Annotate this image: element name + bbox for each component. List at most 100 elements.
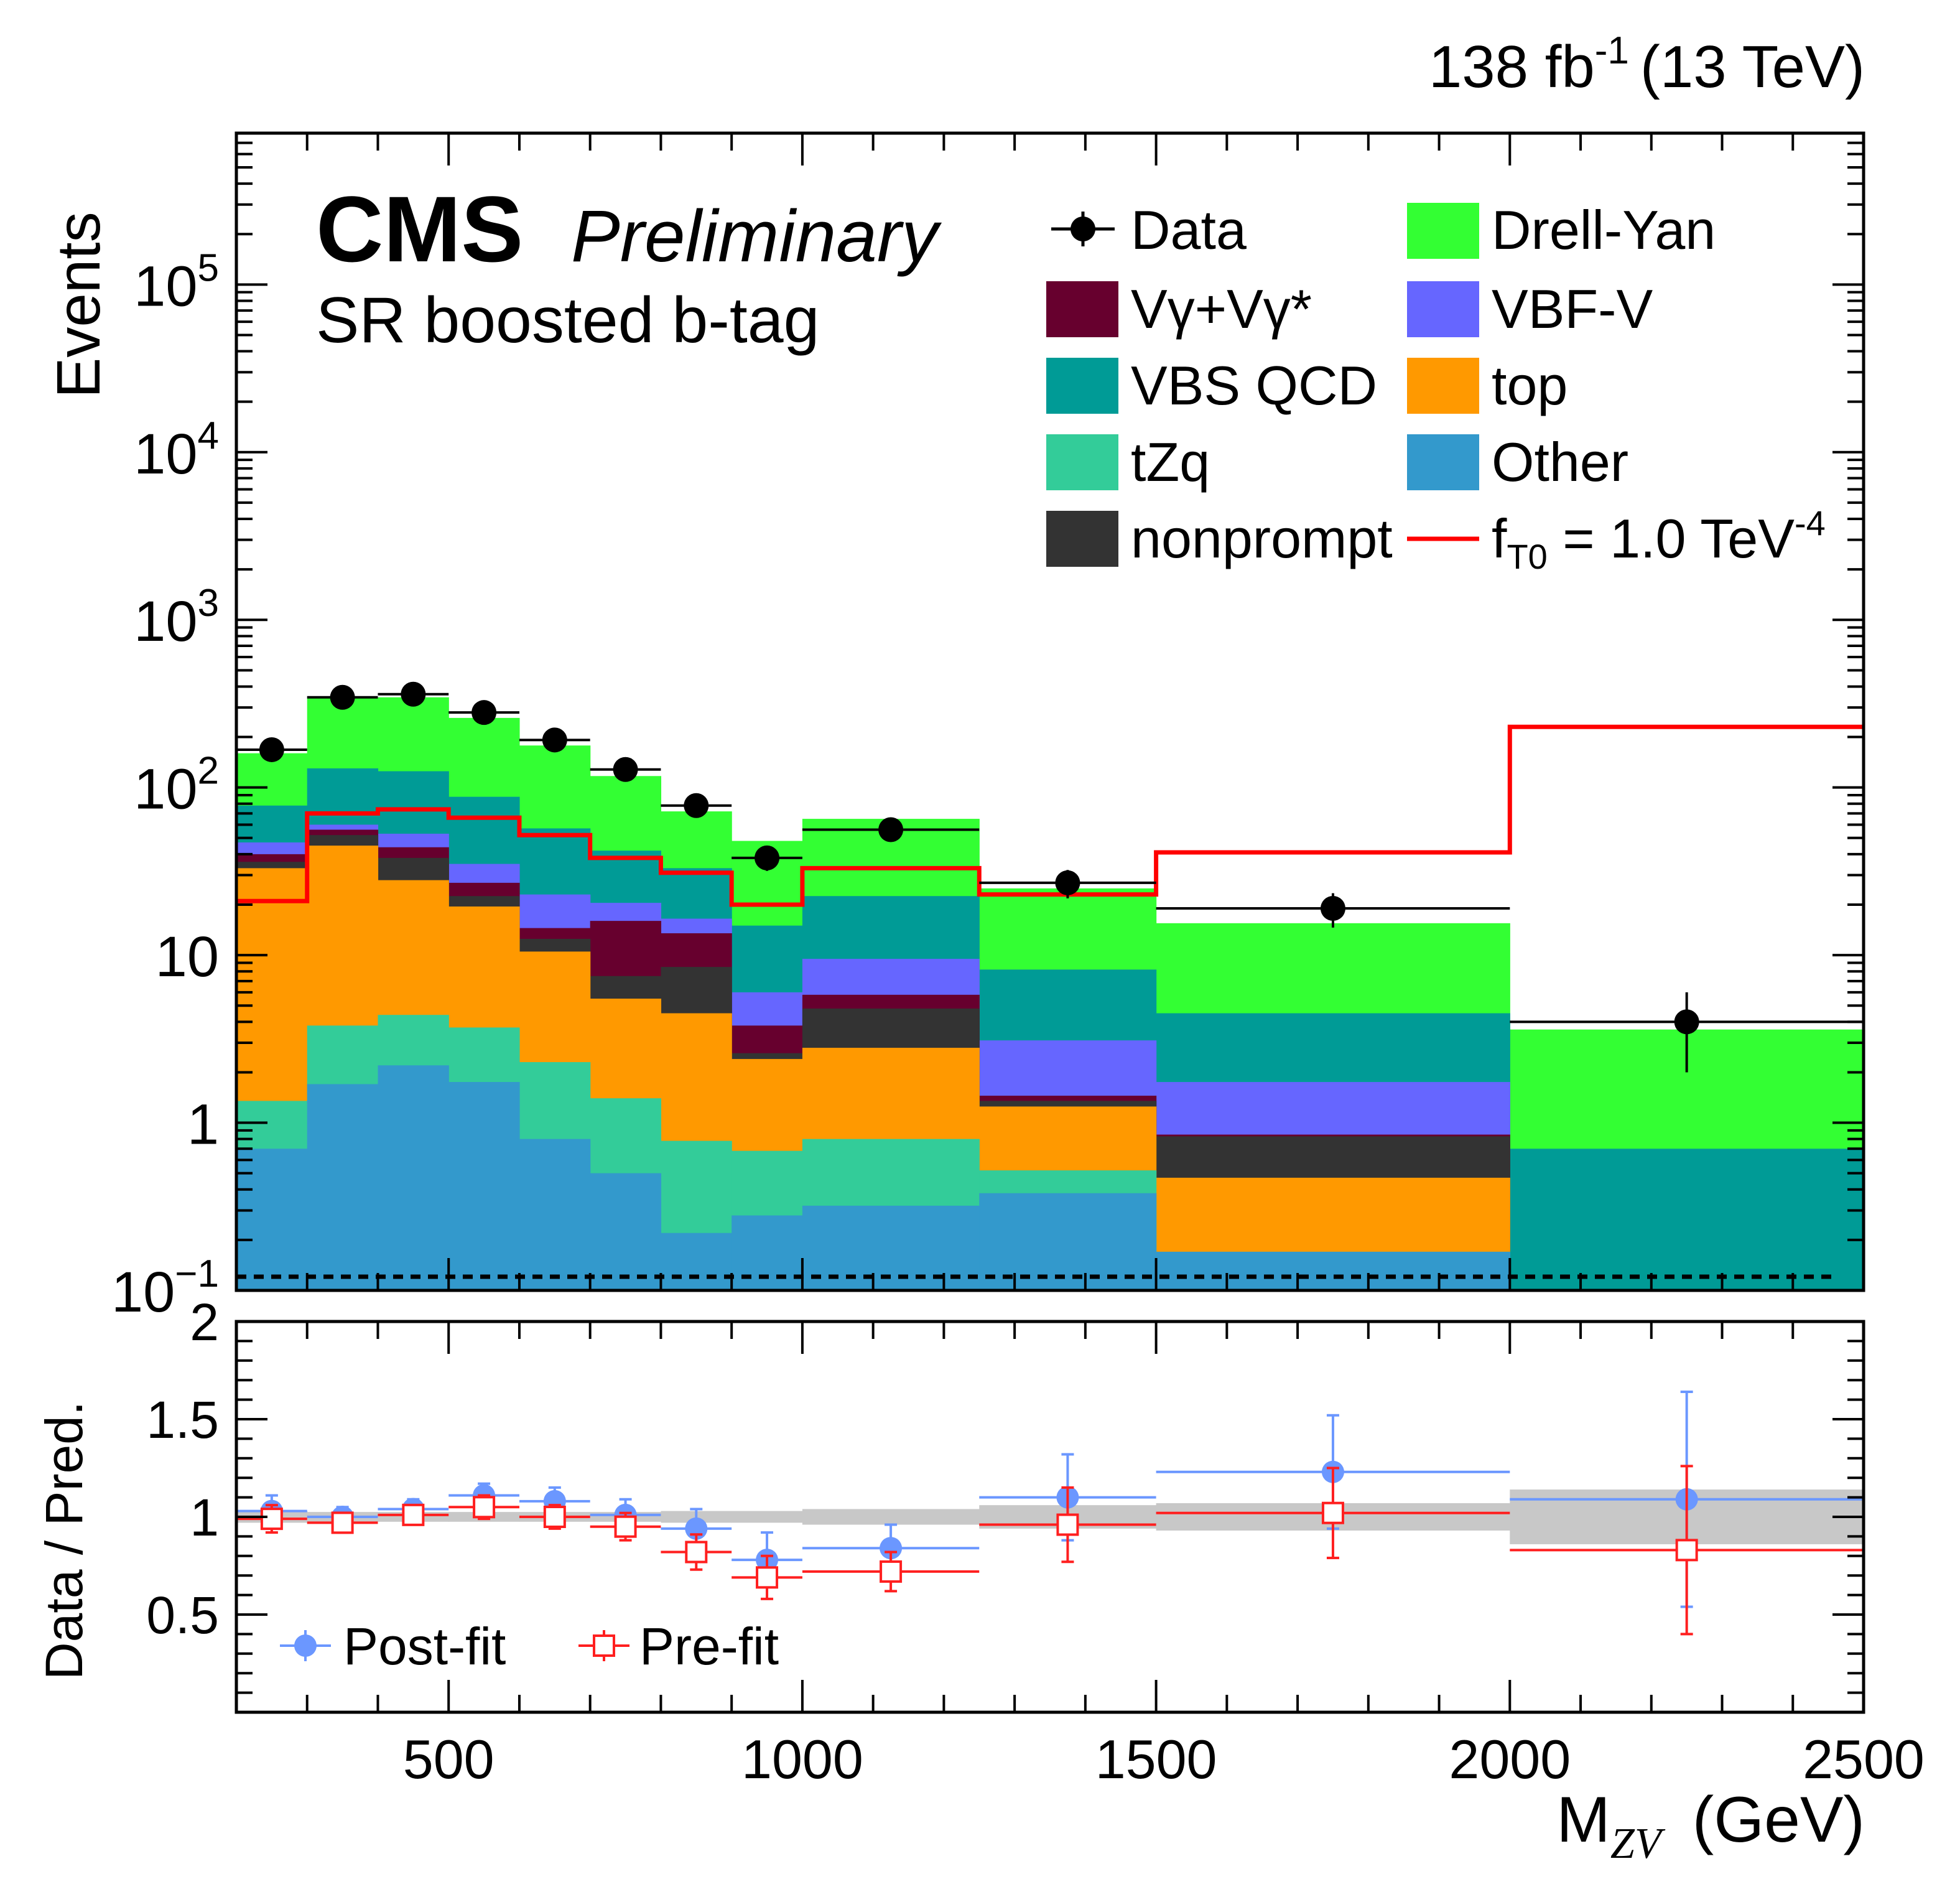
svg-text:Pre-fit: Pre-fit	[639, 1617, 779, 1676]
pre-fit-point	[1156, 1466, 1510, 1559]
ratio-panel: 0.5 1 1.5 2 500 1000 1500 2000 2500 Data / Pred…	[35, 1274, 1925, 1868]
bar-other-6	[661, 1233, 732, 1290]
legend-entry-other: Other	[1407, 431, 1628, 493]
cms-label: CMS	[316, 177, 523, 281]
legend-entry-signal: fT0 = 1.0 TeV-4	[1407, 503, 1826, 576]
data-marker	[330, 684, 355, 710]
x-tick-labels: 500 1000 1500 2000 2500	[403, 1728, 1925, 1790]
data-marker	[755, 845, 780, 870]
svg-text:VBF-V: VBF-V	[1492, 278, 1653, 340]
ratio-y-tick-label: 1	[190, 1488, 219, 1547]
legend-entry-drell-yan: Drell-Yan	[1407, 199, 1716, 261]
pre-fit-point	[661, 1533, 732, 1571]
data-point	[661, 793, 732, 818]
band-bin	[732, 1511, 803, 1523]
bar-other-7	[732, 1215, 803, 1290]
band-bin	[802, 1509, 980, 1525]
signal-line	[236, 724, 1864, 907]
ratio-y-axis-title: Data / Pred.	[35, 1401, 93, 1680]
data-point	[732, 845, 802, 871]
svg-text:tZq: tZq	[1131, 431, 1210, 493]
ratio-legend: Post-fit Pre-fit	[280, 1617, 779, 1676]
pre-fit-marker	[473, 1496, 496, 1519]
ratio-y-tick-label: 2	[190, 1293, 219, 1351]
data-layer	[236, 681, 1864, 1073]
legend-entry-pre-fit: Pre-fit	[578, 1617, 779, 1676]
data-point	[236, 737, 307, 762]
legend: Data Vγ+Vγ* VBS QCD tZq nonprompt Drell-…	[1046, 199, 1826, 576]
data-point	[979, 870, 1156, 898]
ratio-points	[236, 1391, 1864, 1636]
stack-other	[236, 1065, 1510, 1290]
data-marker	[259, 737, 284, 762]
legend-entry-post-fit: Post-fit	[280, 1617, 506, 1676]
ratio-y-tick-labels: 0.5 1 1.5 2	[146, 1293, 219, 1644]
pre-fit-marker	[1321, 1501, 1344, 1524]
x-axis-title: MZV (GeV)	[1556, 1784, 1865, 1868]
data-marker	[542, 727, 567, 753]
pre-fit-point	[378, 1503, 449, 1526]
pre-fit-marker	[1675, 1539, 1698, 1562]
data-marker	[878, 817, 904, 842]
bar-other-5	[590, 1173, 662, 1290]
bar-other-2	[378, 1065, 449, 1290]
data-marker	[401, 681, 426, 707]
pre-fit-marker	[685, 1541, 708, 1564]
data-marker	[1674, 1009, 1699, 1035]
svg-text:Vγ+Vγ*: Vγ+Vγ*	[1131, 278, 1312, 340]
ratio-axis-ticks	[235, 1320, 1865, 1713]
region-label: SR boosted b-tag	[316, 284, 819, 357]
y-axis-title: Events	[44, 212, 113, 398]
svg-text:Post-fit: Post-fit	[343, 1617, 506, 1676]
pre-fit-point	[590, 1511, 661, 1542]
main-axis-ticks	[235, 132, 1865, 1292]
pre-fit-marker	[402, 1503, 425, 1526]
main-panel: 10−1 1 10 102 103 104 105 Events CMS Prelimina…	[44, 131, 1865, 1324]
pre-fit-point	[236, 1504, 307, 1534]
svg-text:VBS QCD: VBS QCD	[1131, 355, 1377, 416]
pre-fit-marker	[1056, 1513, 1079, 1536]
legend-entry-vbf-v: VBF-V	[1407, 278, 1653, 340]
y-tick-label: 103	[134, 582, 219, 653]
bar-vbs-qcd-11	[1510, 1149, 1864, 1290]
y-tick-label: 105	[134, 246, 219, 318]
ratio-y-tick-label: 1.5	[146, 1391, 219, 1449]
lumi-label: 138 fb-1 (13 TeV)	[1429, 29, 1865, 100]
legend-entry-tzq: tZq	[1046, 431, 1210, 493]
data-point	[378, 681, 449, 707]
pre-fit-marker	[543, 1506, 566, 1528]
x-tick-label: 1500	[1095, 1728, 1217, 1790]
data-marker	[471, 700, 497, 725]
data-marker	[613, 757, 638, 782]
y-tick-label: 10−1	[111, 1252, 219, 1324]
data-point	[802, 817, 980, 842]
pre-fit-marker	[756, 1566, 779, 1589]
y-tick-label: 102	[134, 750, 219, 821]
legend-entry-vbs-qcd: VBS QCD	[1046, 355, 1377, 416]
data-point	[448, 700, 519, 725]
signal-layer	[236, 724, 1864, 907]
svg-text:Drell-Yan: Drell-Yan	[1492, 199, 1716, 261]
bar-other-1	[307, 1084, 379, 1290]
post-fit-marker	[880, 1537, 903, 1560]
pre-fit-marker	[331, 1511, 354, 1534]
preliminary-label: Preliminary	[571, 195, 942, 277]
data-marker	[1320, 896, 1345, 921]
data-point	[519, 727, 590, 753]
post-fit-point	[802, 1523, 980, 1573]
x-tick-label: 500	[403, 1728, 495, 1790]
svg-text:top: top	[1492, 355, 1568, 416]
svg-text:fT0 = 1.0 TeV-4: fT0 = 1.0 TeV-4	[1492, 503, 1826, 576]
pre-fit-point	[448, 1494, 519, 1521]
ratio-series-pre-fit	[236, 1465, 1864, 1636]
svg-text:nonprompt: nonprompt	[1131, 508, 1393, 569]
ratio-y-tick-label: 0.5	[146, 1586, 219, 1644]
legend-entry-vg: Vγ+Vγ*	[1046, 278, 1312, 340]
bar-other-3	[448, 1082, 520, 1290]
svg-text:Data: Data	[1131, 199, 1247, 261]
data-point	[1156, 893, 1510, 928]
y-tick-label: 1	[187, 1093, 219, 1157]
pre-fit-marker	[614, 1515, 637, 1538]
data-marker	[684, 793, 709, 818]
